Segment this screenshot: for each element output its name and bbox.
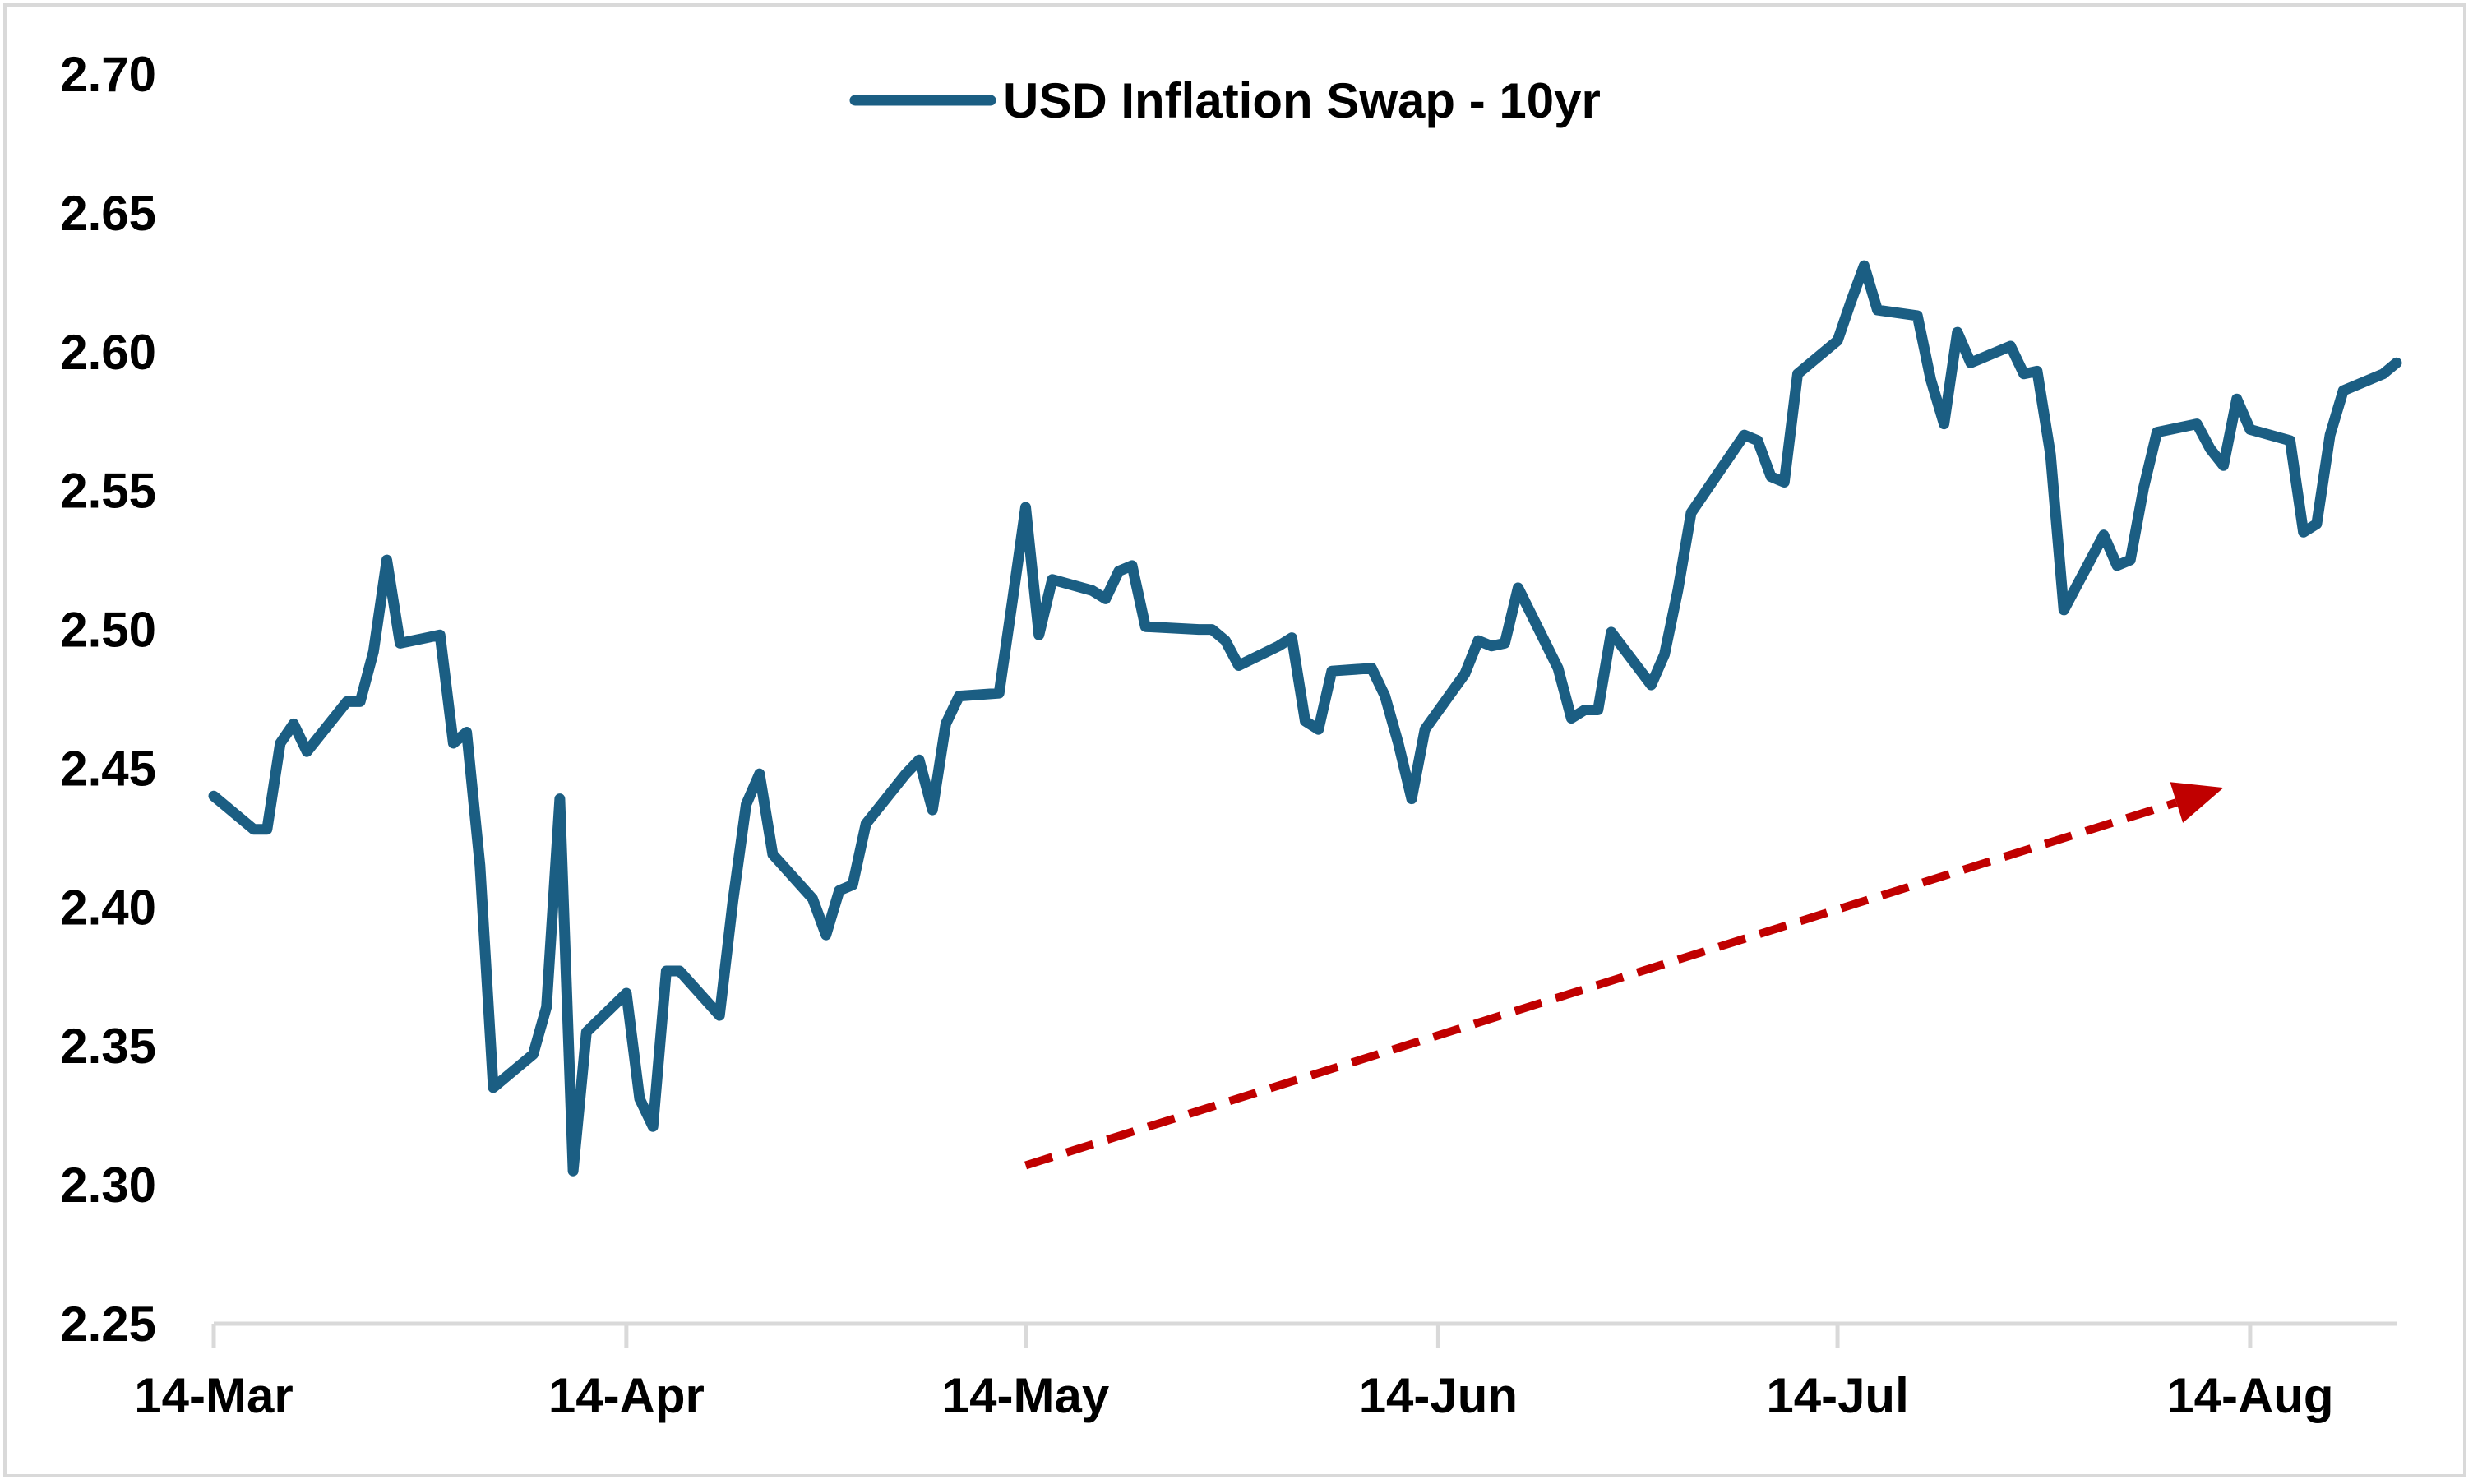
x-tick-label: 14-Jul	[1766, 1368, 1908, 1423]
series-line	[208, 260, 2402, 1177]
x-axis: 14-Mar 14-Apr 14-May 14-Jun 14-Jul 14-Aug	[134, 1321, 2397, 1423]
trend-arrow-head	[2170, 782, 2224, 823]
y-tick-label: 2.45	[60, 741, 156, 796]
y-tick-label: 2.25	[60, 1297, 156, 1352]
x-tick-label: 14-Jun	[1359, 1368, 1518, 1423]
series-group	[208, 260, 2402, 1177]
y-tick-label: 2.70	[60, 47, 156, 102]
chart-frame	[3, 3, 2466, 1477]
x-tick-label: 14-Mar	[134, 1368, 293, 1423]
y-tick-label: 2.40	[60, 880, 156, 935]
y-tick-label: 2.30	[60, 1158, 156, 1213]
annotations-group	[1024, 782, 2224, 1170]
x-tick-label: 14-Apr	[548, 1368, 705, 1423]
x-tick-label: 14-Aug	[2166, 1368, 2333, 1423]
y-axis: 2.25 2.30 2.35 2.40 2.45 2.50 2.55 2.60 2.65 2.70	[60, 47, 156, 1352]
x-tick-label: 14-May	[942, 1368, 1110, 1423]
trend-arrow-line	[1024, 798, 2178, 1170]
y-tick-label: 2.65	[60, 186, 156, 241]
y-tick-label: 2.60	[60, 325, 156, 380]
legend: USD Inflation Swap - 10yr	[849, 73, 1601, 128]
y-tick-label: 2.50	[60, 603, 156, 658]
y-tick-label: 2.55	[60, 464, 156, 519]
y-tick-label: 2.35	[60, 1019, 156, 1074]
legend-label: USD Inflation Swap - 10yr	[1003, 73, 1601, 128]
